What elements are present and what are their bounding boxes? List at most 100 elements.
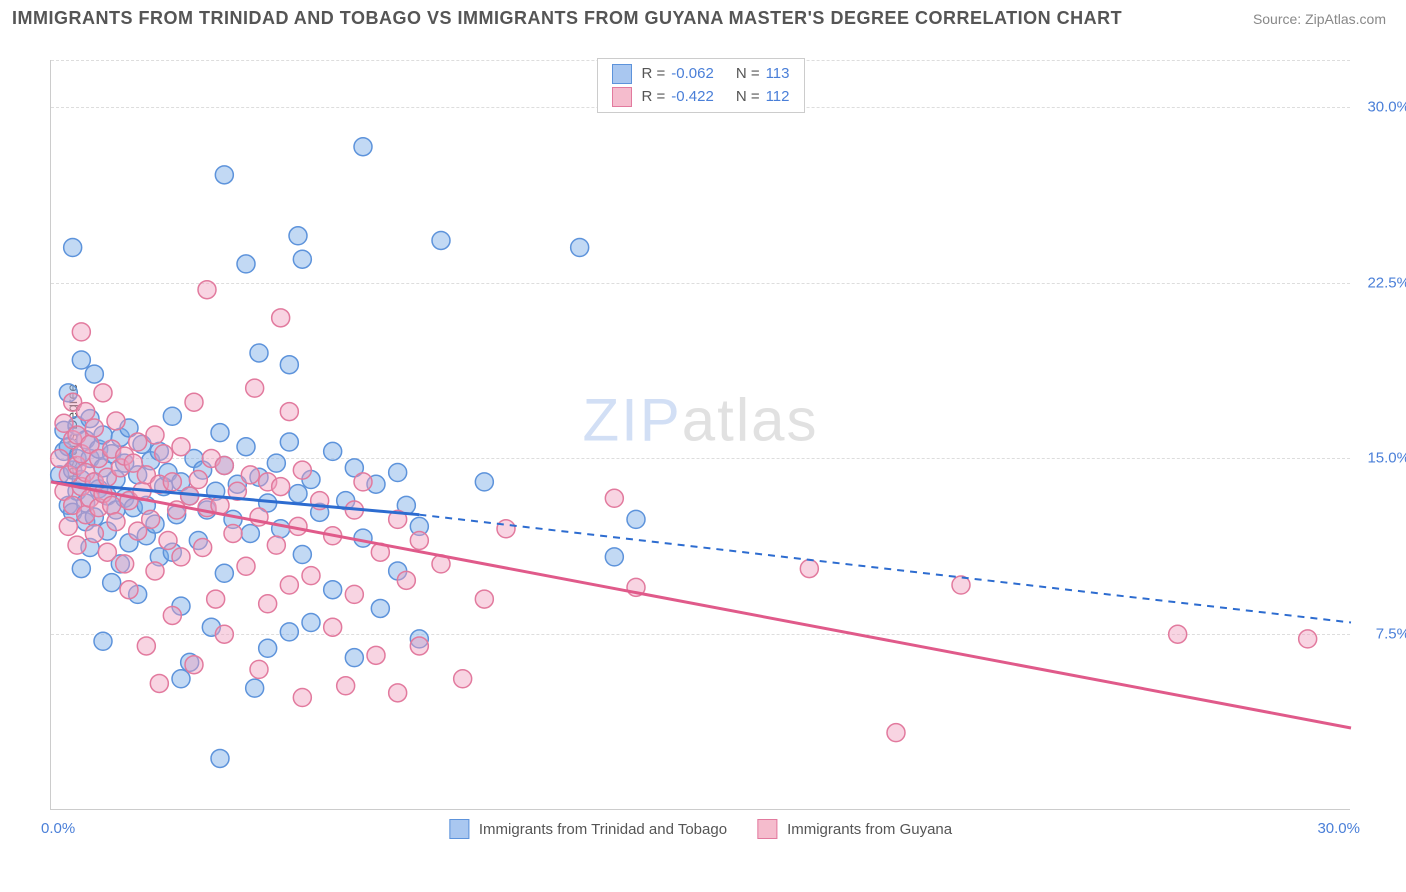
- scatter-point-guyana: [185, 656, 203, 674]
- scatter-point-trinidad: [345, 649, 363, 667]
- scatter-point-guyana: [454, 670, 472, 688]
- scatter-point-guyana: [389, 684, 407, 702]
- scatter-point-guyana: [116, 555, 134, 573]
- scatter-point-guyana: [189, 471, 207, 489]
- scatter-point-guyana: [246, 379, 264, 397]
- y-tick-label: 22.5%: [1355, 274, 1406, 291]
- scatter-point-guyana: [259, 595, 277, 613]
- scatter-point-guyana: [1169, 625, 1187, 643]
- scatter-point-trinidad: [432, 231, 450, 249]
- scatter-point-guyana: [94, 384, 112, 402]
- scatter-point-guyana: [85, 524, 103, 542]
- scatter-point-guyana: [215, 456, 233, 474]
- scatter-point-guyana: [107, 513, 125, 531]
- scatter-point-trinidad: [289, 485, 307, 503]
- scatter-point-trinidad: [280, 356, 298, 374]
- scatter-point-trinidad: [324, 442, 342, 460]
- scatter-point-trinidad: [103, 574, 121, 592]
- scatter-point-guyana: [103, 496, 121, 514]
- scatter-point-guyana: [367, 646, 385, 664]
- legend-series-item: Immigrants from Trinidad and Tobago: [449, 819, 727, 839]
- scatter-point-guyana: [159, 531, 177, 549]
- r-value: -0.062: [671, 63, 714, 86]
- scatter-point-guyana: [397, 571, 415, 589]
- scatter-point-trinidad: [571, 239, 589, 257]
- scatter-point-guyana: [163, 473, 181, 491]
- scatter-point-trinidad: [250, 344, 268, 362]
- scatter-point-trinidad: [302, 614, 320, 632]
- scatter-point-guyana: [77, 403, 95, 421]
- scatter-point-guyana: [497, 520, 515, 538]
- scatter-point-guyana: [155, 445, 173, 463]
- legend-correlation-row: R =-0.422N =112: [612, 86, 790, 109]
- scatter-point-guyana: [59, 517, 77, 535]
- n-label: N =: [736, 86, 760, 109]
- scatter-point-trinidad: [280, 433, 298, 451]
- series-legend: Immigrants from Trinidad and Tobago Immig…: [449, 819, 952, 839]
- scatter-point-trinidad: [324, 581, 342, 599]
- scatter-point-guyana: [207, 590, 225, 608]
- scatter-point-trinidad: [354, 529, 372, 547]
- trend-line-dashed-trinidad: [419, 515, 1351, 623]
- scatter-point-guyana: [250, 660, 268, 678]
- scatter-point-trinidad: [289, 227, 307, 245]
- scatter-point-trinidad: [293, 546, 311, 564]
- correlation-legend: R =-0.062N =113R =-0.422N =112: [597, 58, 805, 113]
- scatter-point-guyana: [280, 403, 298, 421]
- scatter-point-trinidad: [215, 166, 233, 184]
- r-label: R =: [642, 63, 666, 86]
- scatter-point-guyana: [215, 625, 233, 643]
- scatter-point-guyana: [163, 606, 181, 624]
- scatter-point-guyana: [410, 531, 428, 549]
- scatter-point-guyana: [51, 449, 69, 467]
- scatter-point-guyana: [142, 510, 160, 528]
- scatter-point-trinidad: [475, 473, 493, 491]
- scatter-point-guyana: [224, 524, 242, 542]
- scatter-point-trinidad: [72, 560, 90, 578]
- scatter-point-guyana: [887, 724, 905, 742]
- scatter-point-guyana: [272, 309, 290, 327]
- scatter-point-guyana: [324, 618, 342, 636]
- scatter-point-trinidad: [267, 454, 285, 472]
- scatter-point-guyana: [98, 543, 116, 561]
- scatter-point-guyana: [293, 689, 311, 707]
- scatter-point-guyana: [198, 281, 216, 299]
- plot-area: Master's Degree ZIPatlas 7.5%15.0%22.5%3…: [50, 60, 1350, 810]
- chart-title: IMMIGRANTS FROM TRINIDAD AND TOBAGO VS I…: [12, 8, 1122, 29]
- scatter-point-trinidad: [211, 749, 229, 767]
- n-value: 112: [766, 86, 790, 109]
- scatter-point-trinidad: [293, 250, 311, 268]
- scatter-point-trinidad: [72, 351, 90, 369]
- n-label: N =: [736, 63, 760, 86]
- scatter-point-guyana: [194, 539, 212, 557]
- scatter-point-guyana: [120, 581, 138, 599]
- scatter-point-trinidad: [354, 138, 372, 156]
- scatter-point-guyana: [68, 536, 86, 554]
- scatter-point-trinidad: [259, 639, 277, 657]
- scatter-point-trinidad: [241, 524, 259, 542]
- scatter-point-trinidad: [627, 510, 645, 528]
- scatter-point-guyana: [267, 536, 285, 554]
- scatter-point-guyana: [185, 393, 203, 411]
- scatter-point-guyana: [241, 466, 259, 484]
- scatter-point-guyana: [337, 677, 355, 695]
- scatter-point-guyana: [293, 461, 311, 479]
- scatter-point-guyana: [85, 419, 103, 437]
- x-tick-min: 0.0%: [41, 820, 75, 837]
- legend-series-label: Immigrants from Trinidad and Tobago: [479, 821, 727, 838]
- scatter-point-trinidad: [94, 632, 112, 650]
- legend-swatch: [757, 819, 777, 839]
- scatter-point-trinidad: [272, 520, 290, 538]
- scatter-point-trinidad: [237, 255, 255, 273]
- scatter-point-trinidad: [64, 239, 82, 257]
- y-tick-label: 30.0%: [1355, 98, 1406, 115]
- scatter-point-trinidad: [172, 670, 190, 688]
- scatter-point-guyana: [272, 478, 290, 496]
- n-value: 113: [766, 63, 790, 86]
- scatter-point-guyana: [72, 323, 90, 341]
- title-bar: IMMIGRANTS FROM TRINIDAD AND TOBAGO VS I…: [0, 0, 1406, 33]
- scatter-point-guyana: [800, 560, 818, 578]
- scatter-point-trinidad: [280, 623, 298, 641]
- legend-series-label: Immigrants from Guyana: [787, 821, 952, 838]
- scatter-point-trinidad: [211, 424, 229, 442]
